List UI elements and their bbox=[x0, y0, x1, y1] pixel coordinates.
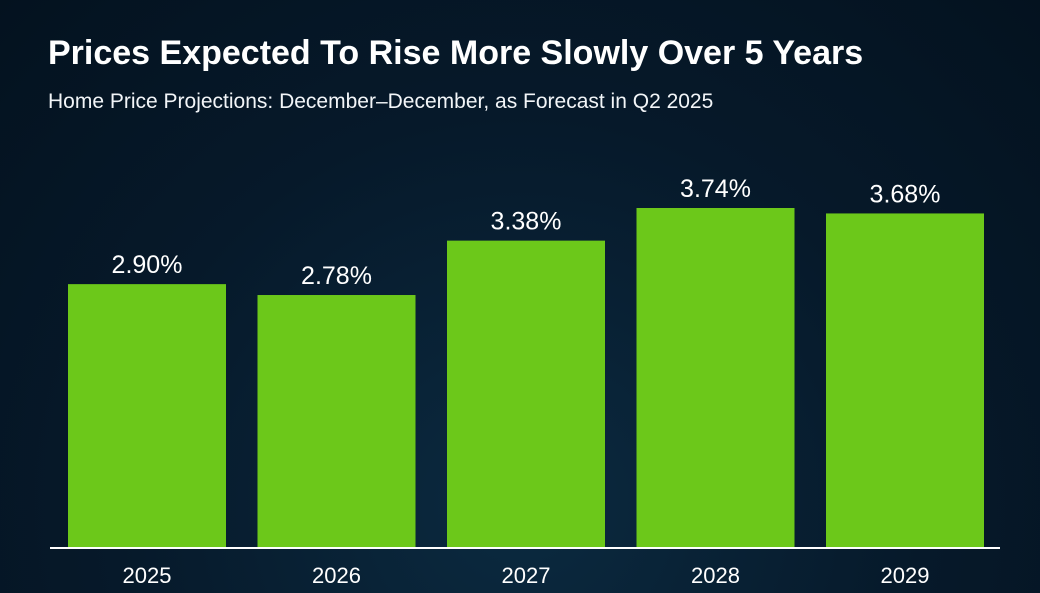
bar-2028 bbox=[636, 208, 795, 547]
x-tick-label-2028: 2028 bbox=[691, 563, 740, 588]
chart-subtitle: Home Price Projections: December–Decembe… bbox=[48, 90, 714, 113]
x-tick-label-2027: 2027 bbox=[502, 563, 551, 588]
x-tick-label-2026: 2026 bbox=[312, 563, 361, 588]
bar-2026 bbox=[257, 295, 416, 547]
chart-title: Prices Expected To Rise More Slowly Over… bbox=[48, 34, 864, 72]
x-tick-label-2025: 2025 bbox=[123, 563, 172, 588]
data-label-2027: 3.38% bbox=[491, 208, 562, 236]
data-label-2029: 3.68% bbox=[870, 180, 941, 208]
x-tick-label-2029: 2029 bbox=[881, 563, 930, 588]
data-label-2025: 2.90% bbox=[112, 251, 183, 279]
bar-2025 bbox=[68, 284, 226, 547]
data-label-2026: 2.78% bbox=[301, 262, 372, 290]
data-label-2028: 3.74% bbox=[680, 175, 751, 203]
bar-2027 bbox=[447, 240, 605, 547]
x-tick-labels-group: 2025 2026 2027 2028 2029 bbox=[123, 563, 930, 588]
bars-group bbox=[68, 208, 984, 547]
data-labels-group: 2.90% 2.78% 3.38% 3.74% 3.68% bbox=[112, 175, 941, 290]
bar-2029 bbox=[826, 213, 984, 547]
